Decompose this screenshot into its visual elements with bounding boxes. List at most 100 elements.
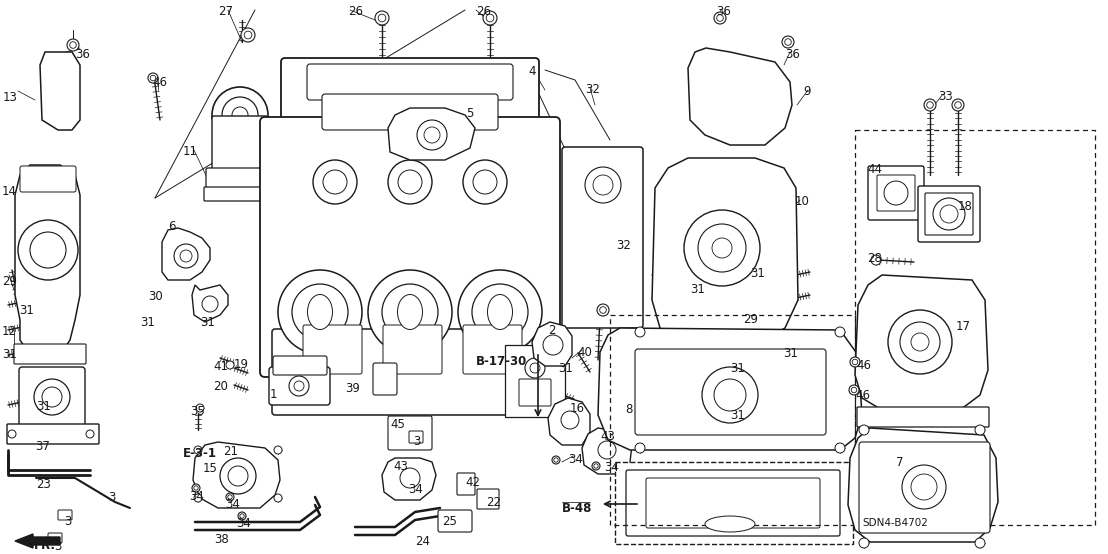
Text: 3: 3 bbox=[413, 435, 420, 448]
FancyBboxPatch shape bbox=[383, 325, 442, 374]
Text: 41: 41 bbox=[213, 360, 228, 373]
Text: 3: 3 bbox=[54, 540, 61, 553]
Circle shape bbox=[851, 387, 856, 393]
Polygon shape bbox=[40, 52, 80, 130]
Circle shape bbox=[66, 39, 79, 51]
Text: 38: 38 bbox=[214, 533, 228, 546]
FancyBboxPatch shape bbox=[878, 175, 915, 211]
Ellipse shape bbox=[398, 295, 422, 330]
Polygon shape bbox=[855, 275, 988, 410]
Text: 19: 19 bbox=[234, 358, 249, 371]
FancyBboxPatch shape bbox=[626, 470, 840, 536]
Polygon shape bbox=[848, 428, 998, 542]
Text: 17: 17 bbox=[956, 320, 971, 333]
Circle shape bbox=[859, 425, 869, 435]
Circle shape bbox=[70, 42, 76, 48]
Circle shape bbox=[202, 296, 218, 312]
Text: B-48: B-48 bbox=[562, 502, 593, 515]
Circle shape bbox=[712, 238, 732, 258]
Circle shape bbox=[552, 456, 560, 464]
FancyBboxPatch shape bbox=[19, 367, 85, 428]
Text: 36: 36 bbox=[716, 5, 731, 18]
Text: 46: 46 bbox=[855, 389, 870, 402]
Circle shape bbox=[940, 205, 958, 223]
Circle shape bbox=[483, 11, 497, 25]
Text: 26: 26 bbox=[348, 5, 363, 18]
Text: 22: 22 bbox=[486, 496, 501, 509]
Circle shape bbox=[597, 304, 609, 316]
Polygon shape bbox=[652, 158, 798, 345]
Circle shape bbox=[228, 495, 233, 499]
Circle shape bbox=[368, 270, 452, 354]
Circle shape bbox=[698, 224, 746, 272]
Circle shape bbox=[424, 127, 440, 143]
Circle shape bbox=[242, 28, 255, 42]
Circle shape bbox=[463, 160, 507, 204]
Circle shape bbox=[238, 512, 246, 520]
FancyBboxPatch shape bbox=[925, 193, 973, 235]
Circle shape bbox=[148, 73, 158, 83]
FancyBboxPatch shape bbox=[281, 58, 538, 141]
Circle shape bbox=[382, 284, 438, 340]
Circle shape bbox=[274, 494, 283, 502]
Circle shape bbox=[212, 87, 268, 143]
Circle shape bbox=[278, 270, 362, 354]
Ellipse shape bbox=[308, 295, 332, 330]
Circle shape bbox=[179, 250, 192, 262]
FancyBboxPatch shape bbox=[212, 116, 268, 175]
Text: E-3-1: E-3-1 bbox=[183, 447, 217, 460]
Circle shape bbox=[850, 357, 860, 367]
FancyBboxPatch shape bbox=[438, 510, 472, 532]
Circle shape bbox=[42, 387, 62, 407]
Circle shape bbox=[378, 14, 386, 22]
Circle shape bbox=[702, 367, 758, 423]
Circle shape bbox=[902, 465, 946, 509]
Text: 6: 6 bbox=[168, 220, 175, 233]
Circle shape bbox=[473, 170, 497, 194]
Polygon shape bbox=[16, 165, 80, 355]
Circle shape bbox=[884, 181, 907, 205]
Circle shape bbox=[554, 458, 558, 462]
Text: 5: 5 bbox=[466, 107, 473, 120]
Circle shape bbox=[196, 404, 204, 412]
Circle shape bbox=[239, 514, 244, 518]
Circle shape bbox=[684, 210, 760, 286]
Text: 2: 2 bbox=[548, 324, 555, 337]
FancyBboxPatch shape bbox=[206, 168, 274, 192]
Text: 32: 32 bbox=[585, 83, 599, 96]
Circle shape bbox=[34, 379, 70, 415]
Text: 11: 11 bbox=[183, 145, 198, 158]
Text: 12: 12 bbox=[2, 325, 17, 338]
Circle shape bbox=[911, 474, 937, 500]
FancyBboxPatch shape bbox=[859, 442, 991, 533]
Circle shape bbox=[530, 363, 540, 373]
Circle shape bbox=[220, 458, 256, 494]
Circle shape bbox=[400, 468, 420, 488]
Text: 10: 10 bbox=[796, 195, 810, 208]
FancyBboxPatch shape bbox=[646, 478, 820, 528]
Text: 13: 13 bbox=[3, 91, 18, 104]
Circle shape bbox=[635, 327, 645, 337]
Text: 31: 31 bbox=[140, 316, 155, 329]
Circle shape bbox=[835, 327, 845, 337]
Circle shape bbox=[635, 443, 645, 453]
Text: 24: 24 bbox=[416, 535, 430, 548]
Polygon shape bbox=[598, 328, 862, 450]
Text: 33: 33 bbox=[938, 90, 953, 103]
Text: 42: 42 bbox=[465, 476, 480, 489]
Text: 40: 40 bbox=[577, 346, 592, 359]
Polygon shape bbox=[548, 398, 589, 445]
Text: 14: 14 bbox=[2, 185, 17, 198]
Text: SDN4-B4702: SDN4-B4702 bbox=[862, 518, 927, 528]
Text: 18: 18 bbox=[958, 200, 973, 213]
Circle shape bbox=[639, 373, 649, 383]
Text: 44: 44 bbox=[866, 163, 882, 176]
Text: 31: 31 bbox=[750, 267, 765, 280]
Text: 4: 4 bbox=[529, 65, 535, 78]
FancyBboxPatch shape bbox=[269, 367, 330, 405]
Circle shape bbox=[598, 441, 616, 459]
Text: 28: 28 bbox=[866, 252, 882, 265]
Text: 31: 31 bbox=[730, 409, 745, 422]
Bar bbox=[505, 345, 565, 417]
Ellipse shape bbox=[705, 516, 755, 532]
